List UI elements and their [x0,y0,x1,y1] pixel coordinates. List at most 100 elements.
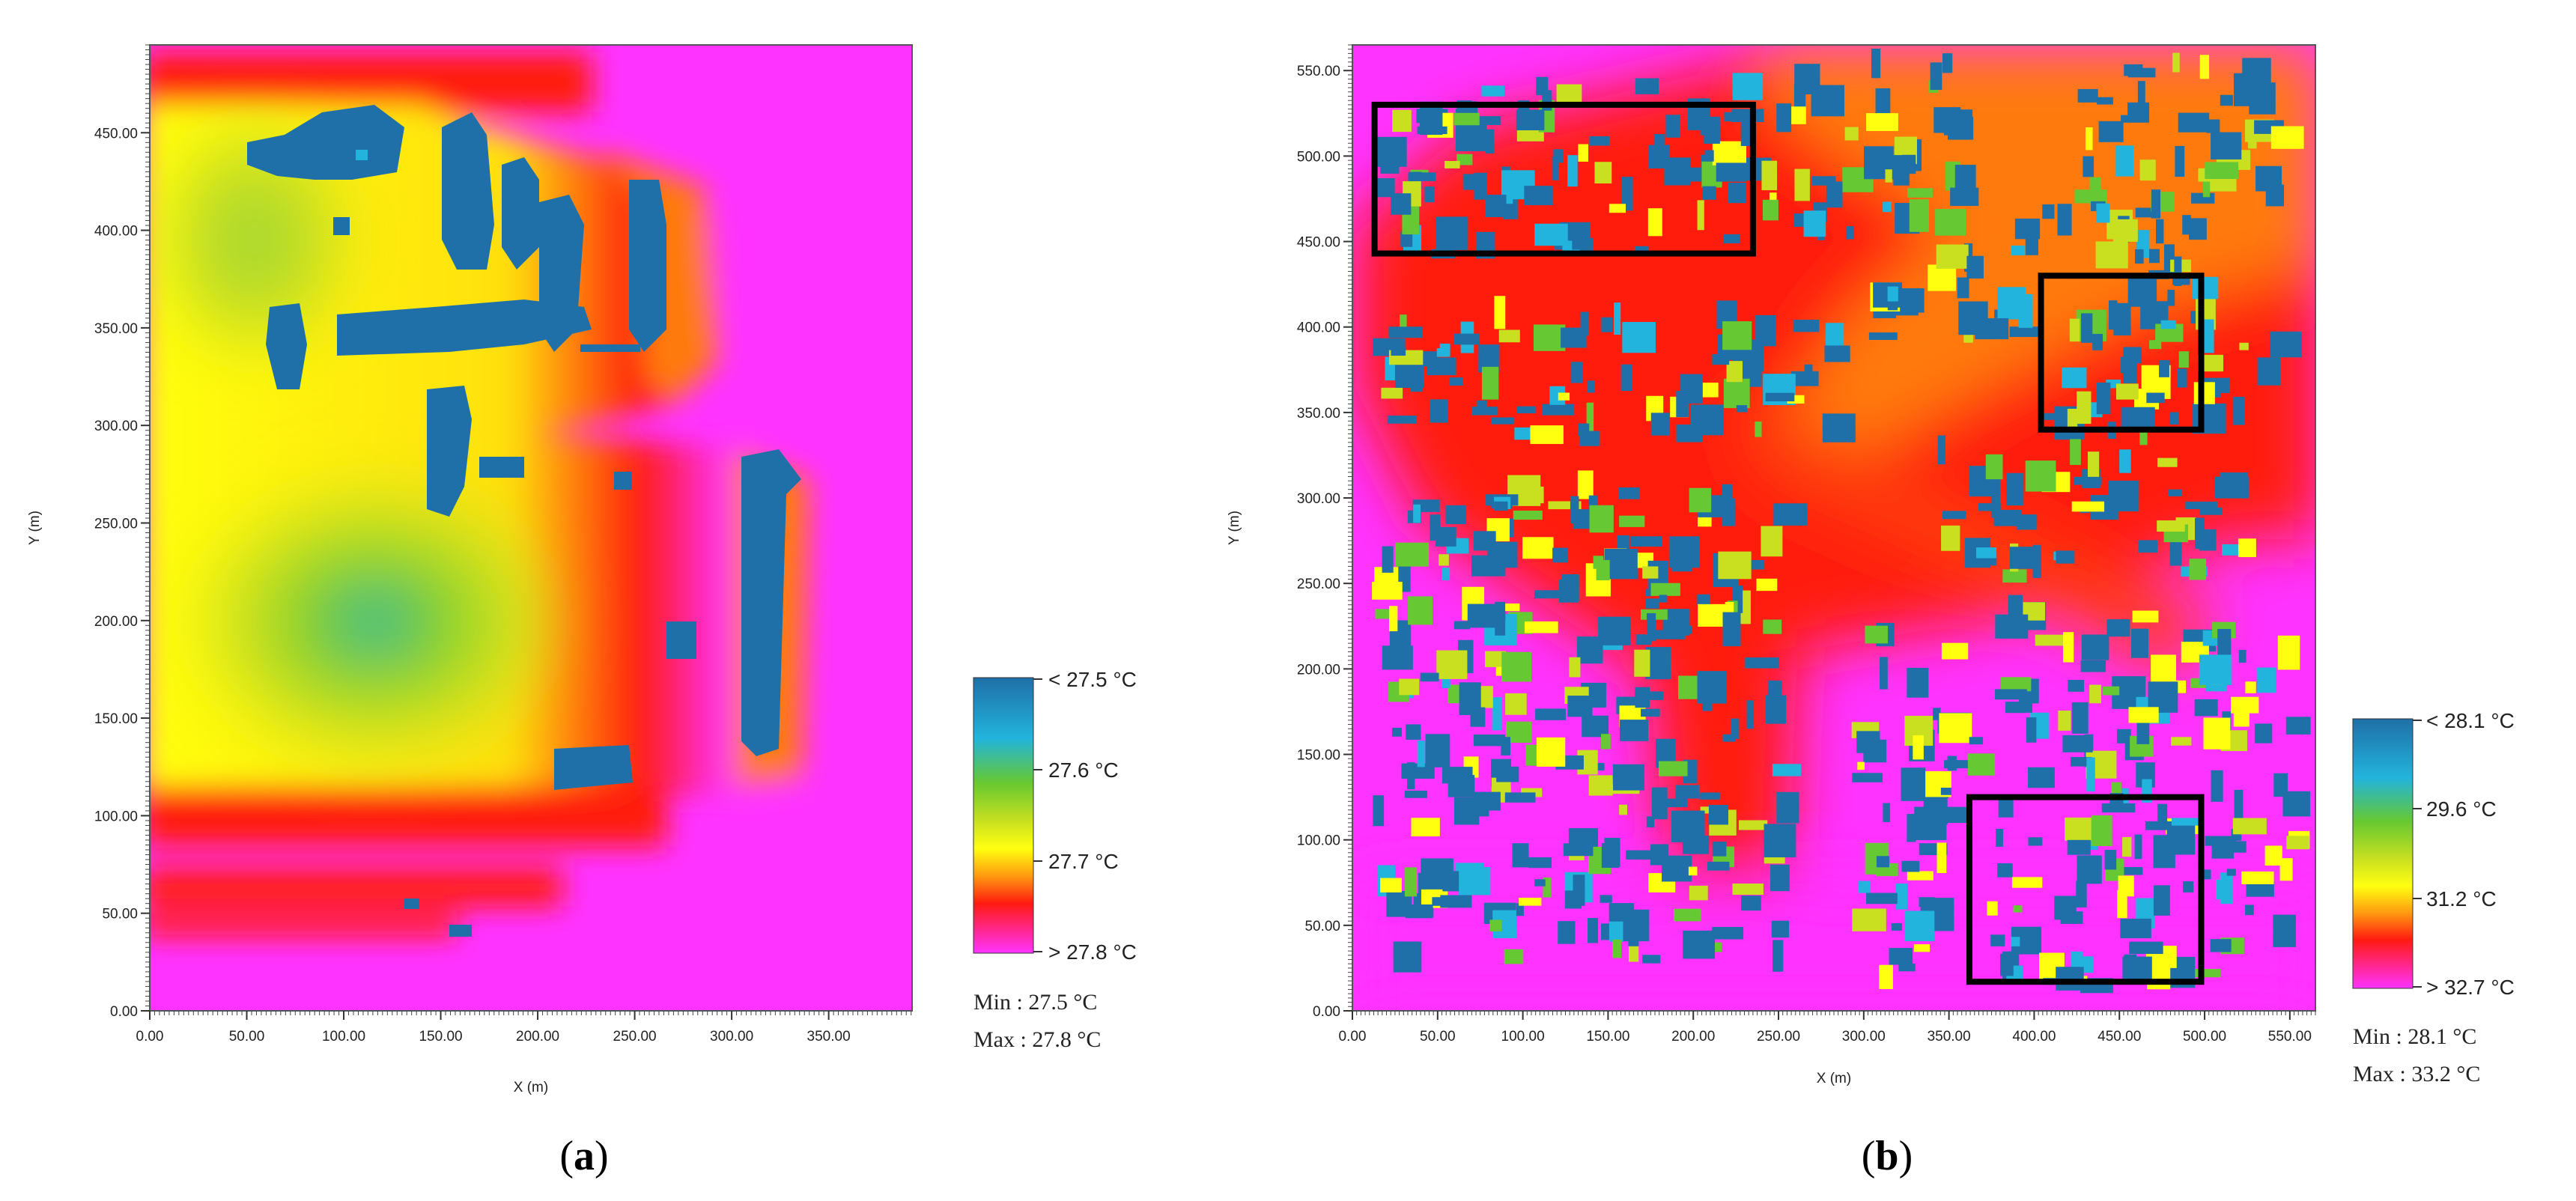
building [2146,392,2165,404]
y-tick-label: 100.00 [94,809,138,824]
building [1405,904,1433,919]
building [1516,903,1524,916]
building [1534,590,1564,599]
building [2071,501,2105,512]
building [1826,181,1843,208]
building [1904,910,1935,941]
building [1942,511,1966,520]
building [2091,815,2112,847]
x-tick-label: 0.00 [1339,1029,1367,1045]
building [1424,186,1435,203]
building [1990,934,2005,946]
building [2097,97,2113,105]
building [2270,126,2304,149]
building [1580,311,1589,336]
building [1718,551,1752,580]
building [2193,382,2215,404]
building [2171,818,2203,826]
building [2199,55,2210,79]
building [1558,921,1576,944]
building [1609,204,1626,213]
building [1614,302,1621,335]
building [2169,412,2178,425]
y-tick-label: 550.00 [1297,64,1340,79]
building [1524,621,1558,633]
building [2106,619,2130,637]
legend-a-colorbar [973,677,1034,954]
building [1822,413,1856,443]
building [1976,547,1996,559]
building [2068,680,2084,692]
building [1994,689,2027,700]
building [2191,969,2221,978]
building [1947,755,1957,771]
building [1790,371,1819,386]
building [2077,88,2098,103]
building [1765,695,1787,724]
building [1765,392,1795,402]
building [2104,850,2117,870]
y-tick-label: 300.00 [1297,491,1340,507]
building [2083,156,2094,177]
building [1571,362,1583,383]
building [1543,877,1552,898]
building [1561,574,1579,602]
building [1826,323,1844,348]
building [1793,320,1820,332]
building [1453,112,1480,126]
ylabel-b: Y (m) [1227,511,1242,545]
buildings-a [247,105,801,937]
building [1936,842,1947,874]
building [1642,955,1661,964]
legend-a-label-3: > 27.8 °C [1048,940,1137,964]
building [1773,503,1808,526]
building [1712,354,1730,365]
x-tick-label: 50.00 [229,1029,265,1045]
building [1492,697,1502,731]
building [1471,555,1506,577]
building [2233,713,2250,727]
building [2062,632,2074,663]
building [1645,589,1654,597]
panel-a: 0.00 50.00 100.00 150.00 200.00 250.00 300.00 3… [27,44,1137,1179]
building [1391,348,1406,356]
xlabel-a: X (m) [514,1080,548,1095]
building [1646,816,1655,827]
building [2231,696,2259,714]
building [1689,885,1708,901]
building [1680,374,1703,404]
building [2115,866,2143,875]
building [2189,218,2207,240]
building [2151,189,2161,219]
building [2238,649,2247,663]
building [1907,188,1933,198]
building [1647,612,1656,642]
xlabel-b: X (m) [1817,1071,1851,1086]
building [2120,918,2151,939]
building [2254,723,2273,744]
building [1567,696,1593,717]
building [2117,890,2127,919]
building [2124,64,2143,76]
building [2121,407,2155,428]
building [1448,774,1475,797]
building [2210,939,2232,952]
building [1645,598,1659,609]
building [1588,775,1613,796]
y-tick-label: 0.00 [110,1004,138,1020]
building [1621,177,1633,211]
building [1533,324,1566,351]
building [1600,895,1612,903]
x-tick-label: 500.00 [2183,1029,2226,1045]
building [1373,795,1385,827]
y-tick-label: 150.00 [94,711,138,727]
building [2160,320,2176,329]
y-tick-label: 100.00 [1297,833,1340,849]
building [1567,155,1578,187]
y-tick-label: 500.00 [1297,149,1340,165]
building [1467,603,1498,628]
building [1950,187,1979,207]
building [1944,760,1975,769]
building [1771,920,1790,938]
building [1534,223,1568,246]
